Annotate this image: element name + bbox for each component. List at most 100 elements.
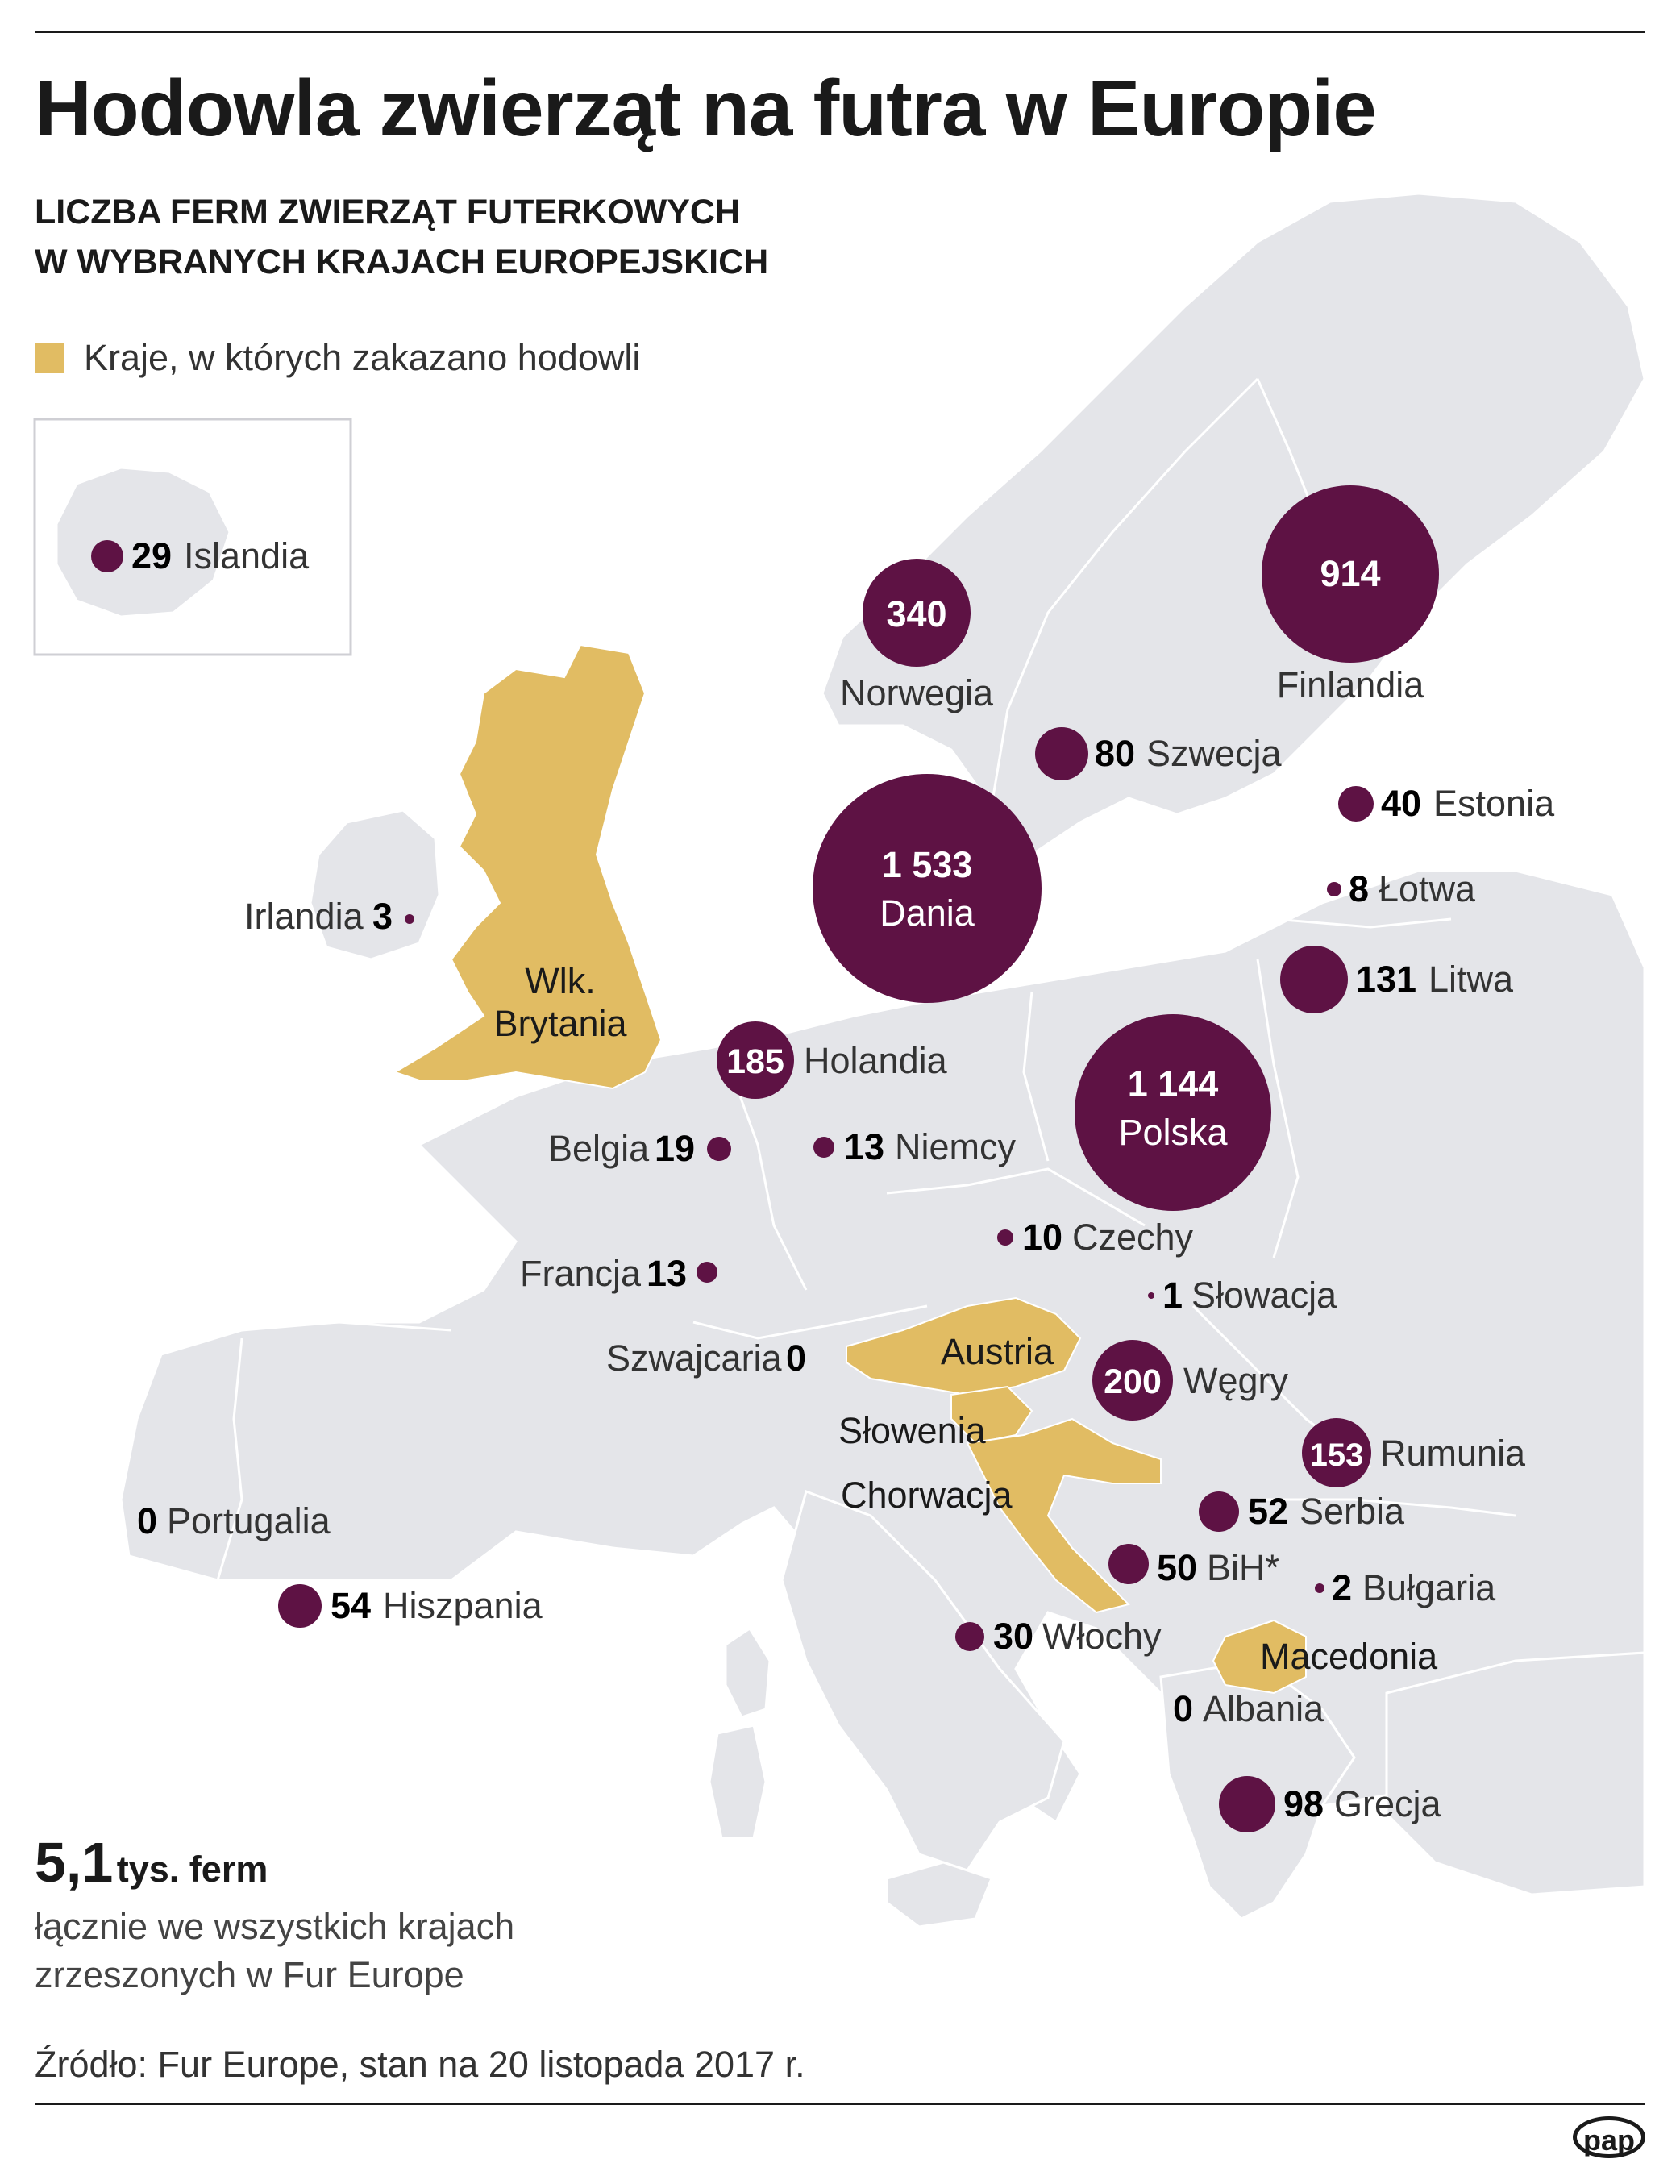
- dot-slowacja: [1148, 1292, 1154, 1299]
- dot-estonia: [1338, 786, 1374, 822]
- bubble-bulgaria: 2 Bułgaria: [1315, 1567, 1496, 1608]
- dot-szwecja: [1035, 727, 1088, 780]
- name-holandia: Holandia: [804, 1040, 948, 1081]
- name-hiszpania: Hiszpania: [383, 1585, 543, 1626]
- value-szwecja: 80: [1095, 733, 1135, 774]
- label-chorwacja: Chorwacja: [841, 1475, 1013, 1516]
- border-fr-de: [724, 1055, 808, 1291]
- dot-rumunia: [1302, 1418, 1371, 1487]
- region-croatia: [966, 1417, 1162, 1614]
- bubble-hiszpania: 54 Hiszpania: [278, 1584, 543, 1628]
- land-sardinia: [708, 1724, 767, 1840]
- iceland-inset-frame: [33, 418, 352, 656]
- bubble-norwegia: 340 Norwegia: [840, 559, 994, 713]
- source-note: Źródło: Fur Europe, stan na 20 listopada…: [35, 2044, 805, 2085]
- bubble-finlandia: 914 Finlandia: [1262, 485, 1439, 705]
- name-polska: Polska: [1118, 1112, 1228, 1153]
- name-portugalia: Portugalia: [167, 1500, 331, 1541]
- dot-holandia: [717, 1021, 794, 1099]
- value-czechy: 10: [1022, 1217, 1062, 1258]
- land-iceland: [55, 466, 231, 618]
- dot-polska: [1075, 1014, 1271, 1211]
- subtitle: LICZBA FERM ZWIERZĄT FUTERKOWYCH W WYBRA…: [35, 187, 768, 287]
- label-wlk-brytania-2: Brytania: [493, 1003, 627, 1044]
- bubble-estonia: 40 Estonia: [1338, 783, 1555, 824]
- legend: Kraje, w których zakazano hodowli: [35, 337, 640, 379]
- bubble-czechy: 10 Czechy: [997, 1217, 1194, 1258]
- name-islandia: Islandia: [184, 535, 310, 576]
- legend-label: Kraje, w których zakazano hodowli: [84, 337, 641, 378]
- border-no-se: [990, 377, 1259, 807]
- name-lotwa: Łotwa: [1379, 868, 1476, 909]
- dot-dania: [813, 774, 1042, 1003]
- bubble-grecja: 98 Grecja: [1219, 1776, 1442, 1832]
- label-macedonia: Macedonia: [1260, 1636, 1438, 1677]
- value-wegry: 200: [1104, 1362, 1162, 1401]
- name-francja: Francja: [520, 1253, 642, 1294]
- dot-bih: [1108, 1544, 1149, 1584]
- name-szwajcaria: Szwajcaria: [606, 1337, 783, 1379]
- dot-francja: [697, 1262, 717, 1283]
- land-sicily: [885, 1861, 993, 1928]
- total-value: 5,1: [35, 1831, 114, 1894]
- bubble-rumunia: 153 Rumunia: [1302, 1418, 1526, 1487]
- value-lotwa: 8: [1349, 868, 1369, 909]
- bottom-rule: [35, 2103, 1645, 2105]
- border-baltic-2: [1273, 917, 1452, 929]
- value-litwa: 131: [1356, 959, 1416, 1000]
- value-irlandia: 3: [372, 896, 393, 937]
- label-austria: Austria: [941, 1331, 1054, 1372]
- name-slowacja: Słowacja: [1191, 1275, 1337, 1316]
- bubble-polska: 1 144 Polska: [1075, 1014, 1271, 1211]
- bubble-serbia: 52 Serbia: [1199, 1491, 1405, 1532]
- value-holandia: 185: [726, 1042, 784, 1081]
- name-grecja: Grecja: [1334, 1783, 1442, 1824]
- pap-logo: pap: [1573, 2116, 1645, 2158]
- legend-swatch: [35, 343, 64, 373]
- total-unit: tys. ferm: [116, 1849, 268, 1890]
- bubble-irlandia: Irlandia 3: [244, 896, 414, 937]
- name-dania: Dania: [880, 892, 975, 934]
- value-bih: 50: [1157, 1547, 1197, 1588]
- bubble-slowacja: 1 Słowacja: [1148, 1275, 1337, 1316]
- dot-czechy: [997, 1229, 1013, 1246]
- value-slowacja: 1: [1162, 1275, 1183, 1316]
- dot-belgia: [707, 1137, 731, 1161]
- border-es-pt: [216, 1337, 243, 1581]
- top-rule: [35, 31, 1645, 33]
- bubble-francja: Francja 13: [520, 1253, 717, 1294]
- value-finlandia: 914: [1320, 553, 1380, 594]
- dot-finlandia: [1262, 485, 1439, 663]
- value-belgia: 19: [655, 1128, 695, 1169]
- bubble-belgia: Belgia 19: [548, 1128, 731, 1169]
- value-serbia: 52: [1248, 1491, 1288, 1532]
- region-uk: [393, 643, 663, 1090]
- border-alps: [692, 1304, 928, 1340]
- name-rumunia: Rumunia: [1380, 1433, 1526, 1474]
- name-finlandia: Finlandia: [1277, 664, 1425, 705]
- bubble-szwecja: 80 Szwecja: [1035, 727, 1283, 780]
- value-dania: 1 533: [882, 844, 973, 885]
- bubble-albania: 0 Albania: [1173, 1688, 1324, 1729]
- name-szwecja: Szwecja: [1146, 733, 1283, 774]
- border-ro-bg: [1258, 1498, 1516, 1517]
- dot-islandia: [91, 540, 123, 572]
- value-norwegia: 340: [886, 593, 946, 634]
- total-description: łącznie we wszystkich krajach zrzeszonyc…: [35, 1903, 514, 1999]
- border-de-cz: [886, 1167, 1146, 1227]
- value-szwajcaria: 0: [786, 1337, 806, 1379]
- bubble-szwajcaria: Szwajcaria 0: [606, 1337, 806, 1379]
- land-italy: [780, 1490, 1066, 1872]
- label-wlk-brytania-1: Wlk.: [525, 960, 595, 1001]
- total-desc-line-2: zrzeszonych w Fur Europe: [35, 1954, 464, 1995]
- value-francja: 13: [647, 1253, 687, 1294]
- dot-hiszpania: [278, 1584, 322, 1628]
- value-albania: 0: [1173, 1688, 1193, 1729]
- bubble-dania: 1 533 Dania: [813, 774, 1042, 1003]
- value-islandia: 29: [131, 535, 172, 576]
- name-wegry: Węgry: [1183, 1360, 1289, 1401]
- value-wlochy: 30: [993, 1616, 1033, 1657]
- land-scandinavia: [821, 192, 1646, 856]
- bubble-wlochy: 30 Włochy: [955, 1616, 1162, 1657]
- name-serbia: Serbia: [1300, 1491, 1405, 1532]
